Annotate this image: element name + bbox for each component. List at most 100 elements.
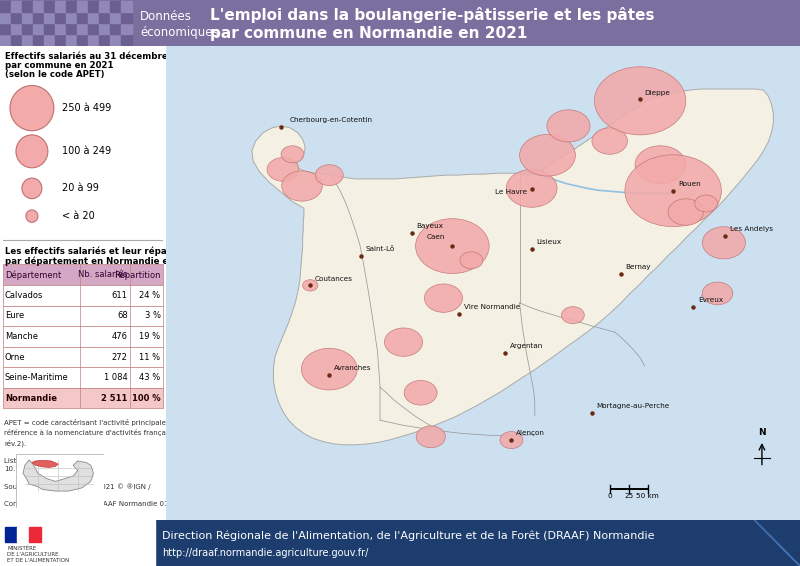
Bar <box>99 23 110 35</box>
Text: 25: 25 <box>624 494 634 499</box>
Text: Mortagne-au-Perche: Mortagne-au-Perche <box>596 404 670 409</box>
Bar <box>44 1 55 12</box>
Bar <box>121 35 132 45</box>
Bar <box>17 526 29 542</box>
Text: 476: 476 <box>112 332 128 341</box>
Text: Lisieux: Lisieux <box>537 239 562 245</box>
Circle shape <box>385 328 422 357</box>
Bar <box>99 12 110 23</box>
Text: 0: 0 <box>607 494 612 499</box>
Bar <box>88 35 99 45</box>
Bar <box>11 35 22 45</box>
Polygon shape <box>32 460 58 468</box>
Text: Orne: Orne <box>5 353 26 362</box>
Bar <box>22 45 33 57</box>
Text: Dieppe: Dieppe <box>645 90 670 96</box>
Text: 19 %: 19 % <box>139 332 161 341</box>
Text: APET = code caractérisant l'activité principale par
référence à la nomenclature : APET = code caractérisant l'activité pri… <box>4 419 194 507</box>
Bar <box>22 1 33 12</box>
Bar <box>121 12 132 23</box>
Bar <box>3 388 162 409</box>
Text: Le Havre: Le Havre <box>495 190 527 195</box>
Circle shape <box>282 171 322 201</box>
Text: 68: 68 <box>117 311 128 320</box>
Circle shape <box>460 252 483 269</box>
Text: Bernay: Bernay <box>626 264 651 270</box>
Bar <box>99 1 110 12</box>
Polygon shape <box>23 460 94 491</box>
Circle shape <box>702 227 746 259</box>
Bar <box>33 23 44 35</box>
Text: Département: Département <box>5 270 62 280</box>
Bar <box>121 1 132 12</box>
Text: Données: Données <box>140 10 192 23</box>
Text: économiques: économiques <box>140 26 218 39</box>
Text: par commune en Normandie en 2021: par commune en Normandie en 2021 <box>210 26 527 41</box>
Circle shape <box>416 426 446 448</box>
Bar <box>11 1 22 12</box>
Text: 2 511: 2 511 <box>102 394 128 402</box>
Bar <box>110 35 121 45</box>
Bar <box>22 12 33 23</box>
Circle shape <box>425 284 462 312</box>
Text: MINISTÈRE
DE L'AGRICULTURE
ET DE L'ALIMENTATION: MINISTÈRE DE L'AGRICULTURE ET DE L'ALIME… <box>7 546 70 563</box>
Bar <box>11 45 22 57</box>
Circle shape <box>506 169 557 207</box>
Text: Évreux: Évreux <box>698 297 723 303</box>
Bar <box>3 326 162 347</box>
Bar <box>55 1 66 12</box>
Text: Argentan: Argentan <box>510 343 542 349</box>
Circle shape <box>281 146 304 163</box>
Text: 24 %: 24 % <box>139 291 161 300</box>
Text: Cherbourg-en-Cotentin: Cherbourg-en-Cotentin <box>290 117 372 123</box>
Bar <box>121 23 132 35</box>
Text: par commune en 2021: par commune en 2021 <box>5 61 114 70</box>
Bar <box>0 12 11 23</box>
Bar <box>110 45 121 57</box>
Bar <box>66 45 77 57</box>
Text: 272: 272 <box>112 353 128 362</box>
Bar <box>110 23 121 35</box>
Bar <box>0 45 11 57</box>
Bar <box>0 35 11 45</box>
Bar <box>88 23 99 35</box>
Bar <box>3 347 162 367</box>
Bar <box>55 12 66 23</box>
Circle shape <box>315 165 343 186</box>
Circle shape <box>415 218 489 273</box>
Circle shape <box>302 280 318 291</box>
Text: (selon le code APET): (selon le code APET) <box>5 70 105 79</box>
Bar <box>88 12 99 23</box>
Text: par département en Normandie en 2021: par département en Normandie en 2021 <box>5 256 202 266</box>
Bar <box>66 1 77 12</box>
Bar <box>66 23 77 35</box>
Bar <box>77 23 88 35</box>
Text: 20 à 99: 20 à 99 <box>62 183 98 194</box>
Text: Direction Régionale de l'Alimentation, de l'Agriculture et de la Forêt (DRAAF) N: Direction Régionale de l'Alimentation, d… <box>162 530 654 541</box>
Text: Vire Normandie: Vire Normandie <box>464 304 520 310</box>
Circle shape <box>302 348 357 390</box>
Text: Alençon: Alençon <box>516 430 545 436</box>
Text: 100 %: 100 % <box>132 394 161 402</box>
Bar <box>110 1 121 12</box>
Text: Répartition: Répartition <box>114 270 161 280</box>
Text: Normandie: Normandie <box>5 394 57 402</box>
Circle shape <box>635 146 686 183</box>
Bar <box>3 264 162 285</box>
Bar <box>44 45 55 57</box>
Bar <box>3 306 162 326</box>
Text: Effectifs salariés au 31 décembre: Effectifs salariés au 31 décembre <box>5 52 168 61</box>
Text: Rouen: Rouen <box>678 181 701 187</box>
Bar <box>0 23 11 35</box>
Text: Les Andelys: Les Andelys <box>730 226 774 232</box>
Circle shape <box>668 199 703 225</box>
Polygon shape <box>252 89 774 445</box>
Bar <box>77 45 88 57</box>
Circle shape <box>694 195 718 212</box>
Circle shape <box>547 110 590 142</box>
Circle shape <box>26 210 38 222</box>
Circle shape <box>592 128 627 155</box>
Text: Les effectifs salariés et leur répartition: Les effectifs salariés et leur répartiti… <box>5 247 198 256</box>
Text: http://draaf.normandie.agriculture.gouv.fr/: http://draaf.normandie.agriculture.gouv.… <box>162 548 368 558</box>
Bar <box>5 526 17 542</box>
